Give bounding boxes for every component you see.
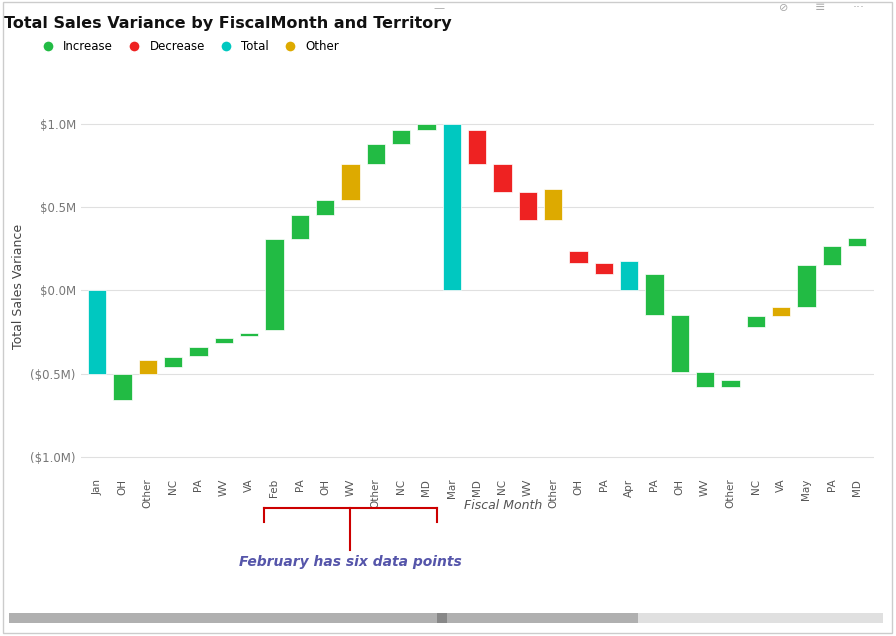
Bar xyxy=(595,263,613,273)
Bar xyxy=(443,123,461,291)
Bar xyxy=(620,261,638,291)
Bar xyxy=(113,374,132,399)
Bar xyxy=(544,190,563,220)
Y-axis label: Total Sales Variance: Total Sales Variance xyxy=(12,224,25,349)
Text: Total Sales Variance by FiscalMonth and Territory: Total Sales Variance by FiscalMonth and … xyxy=(4,16,452,31)
Bar xyxy=(772,307,790,316)
Bar xyxy=(240,333,258,336)
Text: ≡: ≡ xyxy=(814,1,825,14)
Bar xyxy=(569,251,588,263)
Text: ···: ··· xyxy=(852,1,865,14)
Legend: Increase, Decrease, Total, Other: Increase, Decrease, Total, Other xyxy=(31,35,344,57)
Bar xyxy=(797,265,815,307)
Bar xyxy=(341,163,359,200)
Bar xyxy=(139,361,157,374)
Bar xyxy=(746,316,765,327)
Text: ⊘: ⊘ xyxy=(780,3,788,13)
Bar xyxy=(721,380,739,387)
Bar xyxy=(468,130,487,163)
Bar xyxy=(265,238,283,329)
Text: Fiscal Month: Fiscal Month xyxy=(464,499,543,512)
Bar xyxy=(418,123,435,130)
Bar xyxy=(519,192,537,220)
Bar xyxy=(189,347,208,356)
Bar xyxy=(671,315,689,372)
Bar xyxy=(215,338,233,343)
Bar xyxy=(494,163,512,192)
Bar xyxy=(696,372,714,387)
Bar xyxy=(823,246,841,265)
Bar xyxy=(392,130,410,144)
Bar xyxy=(316,200,334,216)
Bar xyxy=(645,273,664,315)
Bar xyxy=(848,238,866,246)
Bar xyxy=(366,144,385,163)
Text: February has six data points: February has six data points xyxy=(239,555,461,569)
Bar xyxy=(164,357,182,367)
Text: —: — xyxy=(434,3,444,13)
Bar xyxy=(290,216,309,238)
Bar xyxy=(88,291,107,374)
